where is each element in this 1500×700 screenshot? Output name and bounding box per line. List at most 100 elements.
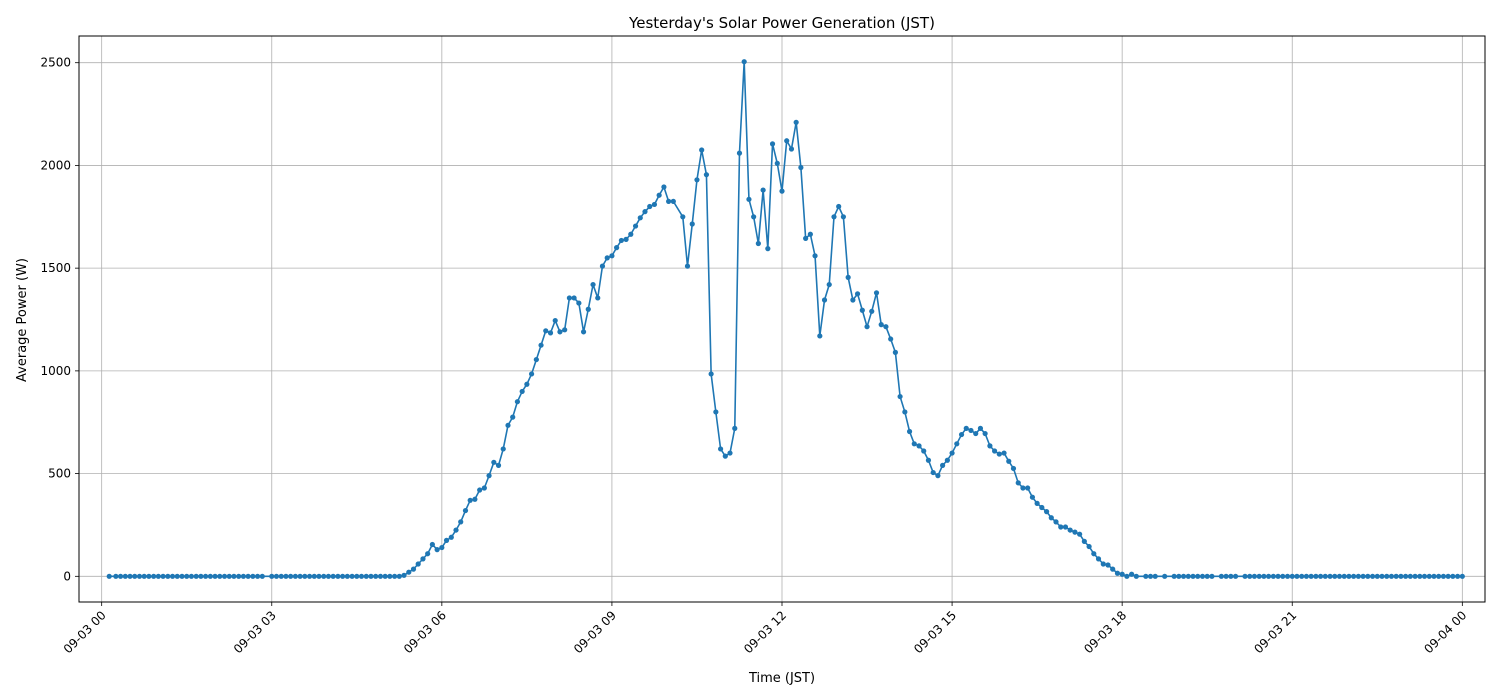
data-point (273, 573, 280, 579)
data-point (1218, 573, 1224, 579)
data-point (495, 462, 502, 468)
data-point (514, 399, 521, 405)
data-point (892, 349, 898, 355)
data-point (382, 573, 388, 579)
data-point (1270, 573, 1276, 579)
data-point (1180, 573, 1187, 579)
data-point (292, 573, 298, 579)
data-point (1436, 573, 1442, 579)
data-point (736, 150, 743, 156)
data-point (240, 573, 247, 579)
data-point (1426, 573, 1432, 579)
data-point (930, 469, 936, 476)
data-point (151, 573, 157, 579)
data-point (1294, 573, 1300, 579)
data-point (1015, 480, 1021, 486)
data-point (968, 427, 974, 434)
data-point (1355, 573, 1361, 579)
data-point (987, 443, 993, 449)
data-point (609, 253, 615, 259)
data-point (925, 457, 932, 463)
data-point (1251, 573, 1258, 579)
data-point (330, 573, 336, 579)
data-point (1001, 450, 1007, 456)
data-point (571, 295, 577, 301)
data-point (793, 119, 799, 125)
data-point (718, 446, 724, 452)
data-point (1152, 573, 1158, 579)
data-point (1147, 573, 1154, 579)
data-point (680, 214, 686, 220)
data-point (1247, 573, 1253, 579)
data-point (1086, 543, 1092, 550)
data-point (316, 573, 322, 579)
data-point (883, 324, 889, 330)
y-axis-label: Average Power (W) (15, 258, 30, 382)
data-point (1043, 509, 1050, 515)
data-point (500, 446, 506, 452)
data-point (236, 573, 242, 579)
data-point (982, 430, 988, 437)
data-point (694, 177, 700, 183)
data-point (198, 573, 204, 579)
data-point (467, 497, 473, 503)
chart-title: Yesterday's Solar Power Generation (JST) (628, 14, 935, 32)
data-point (226, 573, 232, 579)
power-series-points (106, 59, 1465, 579)
data-point (897, 393, 903, 400)
data-point (1308, 573, 1314, 579)
data-point (1095, 556, 1102, 562)
data-point (557, 329, 563, 335)
data-point (538, 342, 544, 348)
data-point (888, 336, 894, 342)
y-tick-labels: 0 500 1000 1500 2000 2500 (40, 56, 71, 584)
data-point (278, 573, 284, 579)
data-point (769, 141, 776, 147)
data-point (1195, 573, 1201, 579)
data-point (1440, 573, 1447, 579)
y-tick-label: 500 (48, 467, 71, 481)
data-point (373, 573, 379, 579)
y-tick-label: 2500 (40, 56, 71, 70)
data-point (1384, 573, 1390, 579)
data-point (448, 534, 454, 540)
data-point (1266, 573, 1272, 579)
data-point (836, 203, 842, 210)
data-point (519, 388, 525, 395)
data-point (1407, 573, 1413, 579)
data-point (831, 214, 837, 220)
data-point (472, 496, 478, 502)
data-point (921, 448, 927, 454)
data-point (821, 297, 828, 303)
data-point (1403, 573, 1409, 579)
data-point (1303, 573, 1310, 579)
data-point (434, 547, 440, 553)
data-point (122, 573, 128, 579)
data-point (1062, 524, 1069, 530)
data-point (684, 263, 691, 269)
data-point (996, 451, 1002, 457)
data-point (443, 537, 450, 543)
data-point (741, 59, 747, 65)
data-point (306, 573, 313, 579)
data-point (1006, 458, 1012, 464)
data-point (755, 240, 761, 247)
data-point (387, 573, 393, 579)
data-point (1048, 515, 1054, 521)
data-point (1053, 519, 1059, 525)
data-point (647, 203, 653, 210)
data-point (1077, 531, 1083, 537)
data-point (623, 236, 629, 242)
data-point (774, 160, 780, 166)
data-point (902, 409, 908, 415)
data-point (864, 324, 870, 330)
data-point (1417, 573, 1423, 579)
data-point (1398, 573, 1404, 579)
data-point (203, 573, 209, 579)
data-point (481, 485, 487, 491)
data-point (798, 164, 804, 171)
data-point (651, 201, 658, 208)
data-point (528, 371, 535, 377)
data-point (1232, 573, 1239, 579)
data-point (689, 221, 695, 227)
